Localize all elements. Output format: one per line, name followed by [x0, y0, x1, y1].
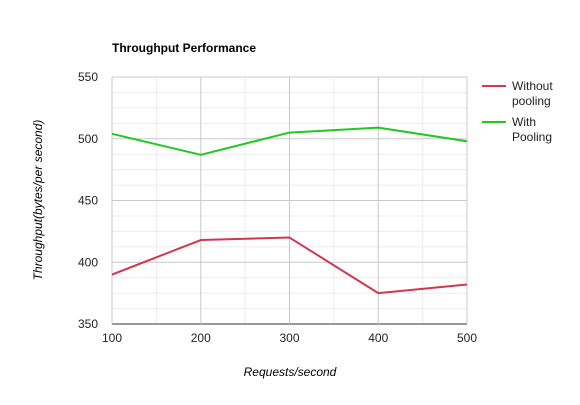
- x-tick-label: 500: [457, 331, 477, 345]
- y-tick-label: 400: [78, 255, 98, 269]
- x-tick-label: 100: [102, 331, 122, 345]
- data-point: [376, 126, 380, 130]
- major-gridlines: [111, 76, 468, 325]
- data-point: [110, 273, 114, 277]
- x-axis-label: Requests/second: [244, 365, 337, 379]
- legend-label: Pooling: [512, 130, 552, 144]
- x-tick-label: 400: [368, 331, 388, 345]
- y-axis-label: Throughput(bytes/per second): [31, 120, 45, 281]
- data-point: [199, 238, 203, 242]
- data-point: [110, 132, 114, 136]
- data-point: [199, 153, 203, 157]
- legend-label: Without: [512, 79, 553, 93]
- chart-title: Throughput Performance: [112, 41, 256, 55]
- x-tick-label: 200: [191, 331, 211, 345]
- y-axis-tick-labels: 350 400 450 500 550: [78, 70, 98, 331]
- data-point: [376, 291, 380, 295]
- data-point: [288, 131, 292, 135]
- legend-label: pooling: [512, 94, 551, 108]
- y-tick-label: 350: [78, 317, 98, 331]
- series-line-2: [111, 126, 468, 156]
- legend-label: With: [512, 115, 536, 129]
- data-point: [465, 282, 469, 286]
- x-tick-label: 300: [279, 331, 299, 345]
- x-axis-tick-labels: 100 200 300 400 500: [102, 331, 477, 345]
- y-tick-label: 450: [78, 194, 98, 208]
- y-tick-label: 500: [78, 132, 98, 146]
- series-line-1: [111, 236, 468, 295]
- y-tick-label: 550: [78, 70, 98, 84]
- series-lines: [110, 126, 469, 295]
- data-point: [465, 139, 469, 143]
- data-point: [288, 236, 292, 240]
